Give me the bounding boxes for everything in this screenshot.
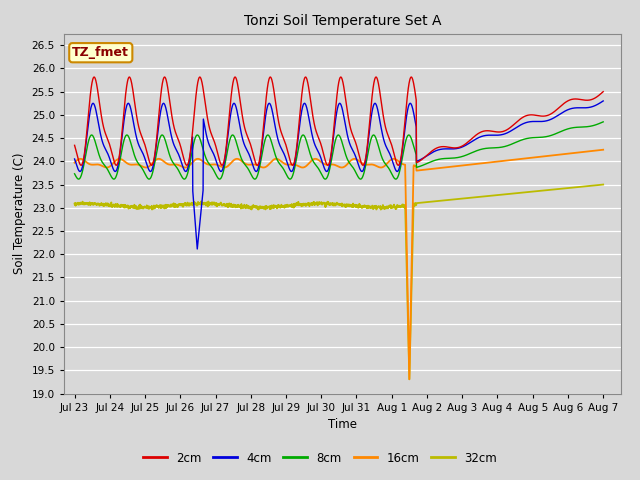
- 4cm: [193, 246, 201, 252]
- 2cm: [584, 97, 592, 103]
- 2cm: [584, 97, 592, 103]
- Line: 4cm: 4cm: [75, 101, 603, 249]
- 4cm: [98, 136, 106, 142]
- 4cm: [328, 147, 336, 153]
- Line: 2cm: 2cm: [75, 77, 603, 165]
- 16cm: [406, 376, 413, 382]
- Title: Tonzi Soil Temperature Set A: Tonzi Soil Temperature Set A: [244, 14, 441, 28]
- 8cm: [599, 119, 607, 125]
- 16cm: [584, 149, 592, 155]
- Line: 16cm: 16cm: [75, 150, 603, 379]
- 16cm: [328, 162, 335, 168]
- 8cm: [328, 155, 336, 161]
- 8cm: [584, 124, 592, 130]
- 32cm: [98, 202, 106, 207]
- 16cm: [599, 147, 607, 153]
- 16cm: [71, 160, 79, 166]
- Line: 32cm: 32cm: [75, 185, 603, 379]
- Legend: 2cm, 4cm, 8cm, 16cm, 32cm: 2cm, 4cm, 8cm, 16cm, 32cm: [138, 447, 502, 469]
- 2cm: [328, 147, 335, 153]
- 32cm: [599, 182, 607, 188]
- 8cm: [98, 158, 106, 164]
- 2cm: [98, 114, 106, 120]
- 8cm: [584, 124, 592, 130]
- Y-axis label: Soil Temperature (C): Soil Temperature (C): [13, 153, 26, 275]
- 8cm: [314, 165, 322, 170]
- 2cm: [599, 89, 607, 95]
- 2cm: [372, 74, 380, 80]
- 32cm: [314, 203, 321, 208]
- 4cm: [584, 105, 592, 110]
- 4cm: [71, 156, 79, 162]
- 4cm: [314, 148, 322, 154]
- 32cm: [584, 183, 592, 189]
- 2cm: [314, 132, 321, 138]
- 16cm: [98, 163, 106, 168]
- Text: TZ_fmet: TZ_fmet: [72, 46, 129, 59]
- 16cm: [314, 156, 321, 162]
- 4cm: [487, 132, 495, 138]
- Line: 8cm: 8cm: [75, 122, 603, 179]
- 2cm: [488, 128, 495, 134]
- X-axis label: Time: Time: [328, 418, 357, 431]
- 16cm: [584, 148, 592, 154]
- 4cm: [584, 105, 592, 110]
- 8cm: [180, 176, 188, 182]
- 32cm: [584, 183, 592, 189]
- 32cm: [71, 201, 79, 206]
- 2cm: [71, 143, 79, 148]
- 8cm: [487, 145, 495, 151]
- 32cm: [328, 201, 335, 206]
- 4cm: [599, 98, 607, 104]
- 32cm: [487, 193, 495, 199]
- 32cm: [406, 376, 413, 382]
- 16cm: [487, 159, 495, 165]
- 2cm: [394, 162, 402, 168]
- 8cm: [71, 171, 79, 177]
